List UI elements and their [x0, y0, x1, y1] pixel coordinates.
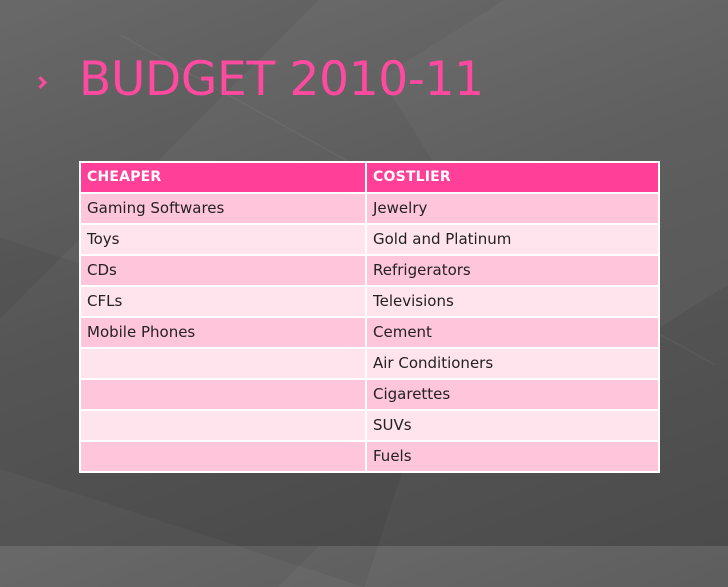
header-costlier: COSTLIER [365, 161, 660, 194]
cheaper-cell [79, 347, 367, 380]
table-row: Air Conditioners [79, 347, 660, 380]
costlier-cell: Gold and Platinum [365, 223, 660, 256]
cheaper-cell [79, 378, 367, 411]
table-row: Toys Gold and Platinum [79, 223, 660, 256]
costlier-cell: Televisions [365, 285, 660, 318]
comparison-table: CHEAPER COSTLIER Gaming Softwares Jewelr… [79, 161, 660, 473]
chevron-right-icon [34, 76, 47, 89]
cheaper-cell [79, 440, 367, 473]
costlier-cell: Refrigerators [365, 254, 660, 287]
table-row: SUVs [79, 409, 660, 442]
table-row: Fuels [79, 440, 660, 473]
cheaper-cell: CFLs [79, 285, 367, 318]
table-row: Gaming Softwares Jewelry [79, 192, 660, 225]
costlier-cell: Air Conditioners [365, 347, 660, 380]
comparison-table-container: CHEAPER COSTLIER Gaming Softwares Jewelr… [79, 161, 660, 473]
table-row: Mobile Phones Cement [79, 316, 660, 349]
costlier-cell: SUVs [365, 409, 660, 442]
presentation-slide: BUDGET 2010-11 CHEAPER COSTLIER Gaming S… [0, 52, 660, 587]
table-row: CFLs Televisions [79, 285, 660, 318]
cheaper-cell [79, 409, 367, 442]
cheaper-cell: Toys [79, 223, 367, 256]
table-row: Cigarettes [79, 378, 660, 411]
costlier-cell: Cigarettes [365, 378, 660, 411]
costlier-cell: Cement [365, 316, 660, 349]
table-header-row: CHEAPER COSTLIER [79, 161, 660, 194]
slide-title: BUDGET 2010-11 [79, 52, 484, 107]
cheaper-cell: CDs [79, 254, 367, 287]
cheaper-cell: Gaming Softwares [79, 192, 367, 225]
table-row: CDs Refrigerators [79, 254, 660, 287]
cheaper-cell: Mobile Phones [79, 316, 367, 349]
costlier-cell: Jewelry [365, 192, 660, 225]
header-cheaper: CHEAPER [79, 161, 367, 194]
costlier-cell: Fuels [365, 440, 660, 473]
